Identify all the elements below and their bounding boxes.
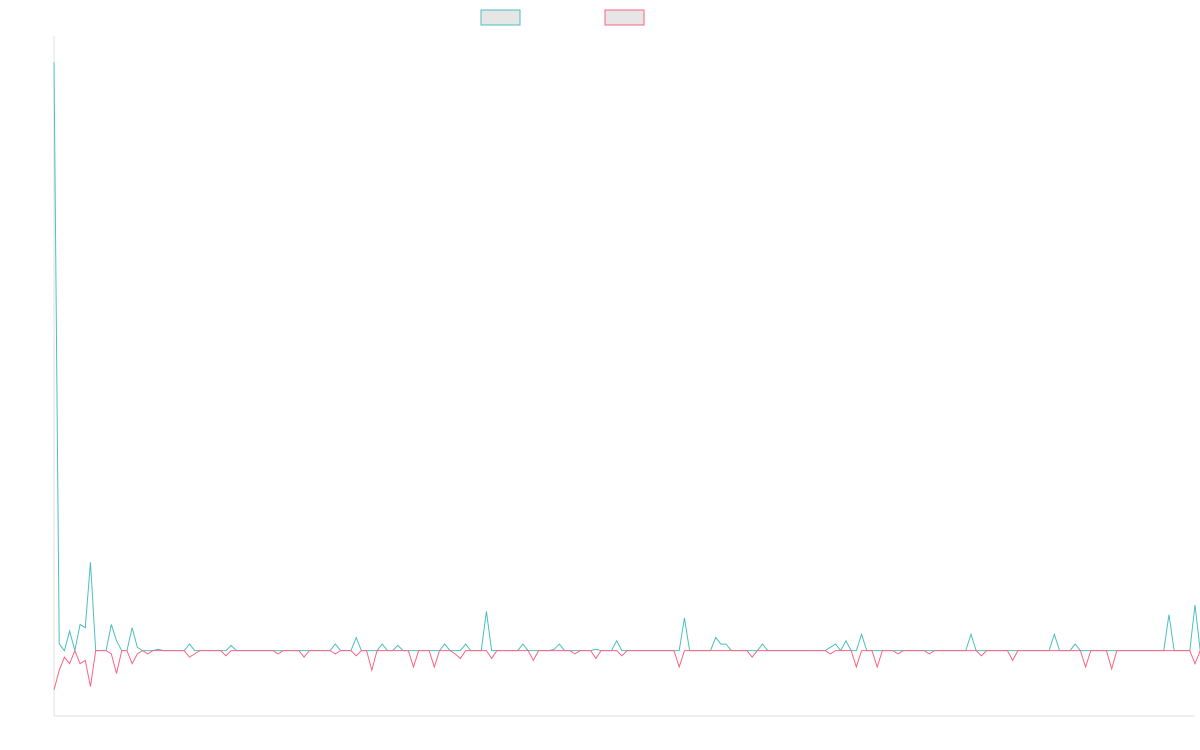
legend-swatch-1[interactable]	[480, 9, 521, 26]
series-line-1	[53, 62, 1200, 652]
legend	[480, 9, 645, 26]
legend-swatch-2[interactable]	[604, 9, 645, 26]
series-layer	[53, 62, 1200, 690]
series-line-2	[53, 649, 1200, 690]
